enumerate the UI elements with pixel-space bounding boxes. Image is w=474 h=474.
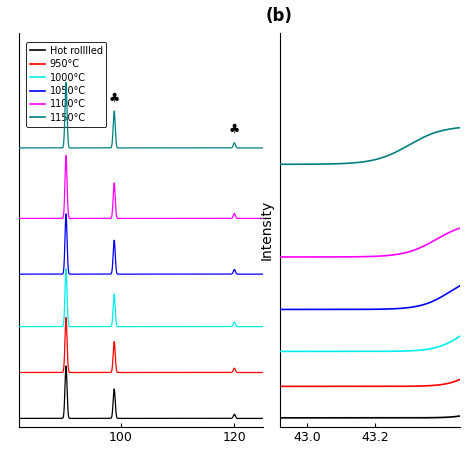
Text: ♣: ♣ bbox=[109, 91, 120, 104]
Legend: Hot rolllled, 950°C, 1000°C, 1050°C, 1100°C, 1150°C: Hot rolllled, 950°C, 1000°C, 1050°C, 110… bbox=[26, 42, 107, 127]
Y-axis label: Intensity: Intensity bbox=[260, 200, 274, 260]
Text: ♣: ♣ bbox=[229, 123, 240, 136]
Text: ♣: ♣ bbox=[60, 63, 72, 76]
Text: (b): (b) bbox=[265, 7, 292, 25]
